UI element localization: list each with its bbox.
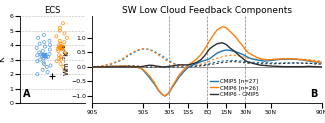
Point [47,44,53,46]
Point [62,51,68,53]
Text: A: A [23,89,30,99]
Point [58,63,63,65]
Legend: CMIP5 [n=27], CMIP6 [n=26], CMIP6 - CMIP5: CMIP5 [n=27], CMIP6 [n=26], CMIP6 - CMIP… [208,77,262,99]
Point [58,46,64,48]
Point [62,70,67,72]
Point [41,34,46,36]
Text: B: B [310,89,317,99]
Point [42,41,47,43]
Point [57,27,62,29]
Point [56,50,61,52]
Point [40,50,46,52]
Point [57,57,62,59]
Point [42,63,47,65]
Point [61,46,66,47]
Point [57,40,62,42]
Point [54,35,59,37]
Point [61,66,66,68]
Point [46,56,51,58]
Point [38,54,43,56]
Point [58,56,63,58]
Point [58,43,63,45]
Point [42,46,47,47]
Point [56,46,61,48]
Point [34,47,39,49]
Title: ECS: ECS [44,6,60,15]
Point [44,56,49,58]
Point [50,75,55,77]
Point [58,59,63,61]
Point [37,43,42,45]
Point [44,66,49,68]
Point [41,57,46,59]
Point [35,73,40,75]
Point [59,48,65,50]
Point [41,54,46,56]
Point [39,55,45,57]
Point [34,54,40,56]
Point [54,60,59,62]
Point [41,62,46,64]
Point [47,40,52,42]
Point [58,47,63,49]
Point [35,60,40,62]
Point [40,69,45,71]
Point [47,53,52,55]
Point [47,48,52,50]
Point [57,30,62,31]
Point [64,37,70,39]
Point [35,37,41,39]
Point [57,44,62,46]
Point [55,48,60,50]
Y-axis label: Wm⁻²K⁻¹: Wm⁻²K⁻¹ [64,44,70,75]
Point [37,51,42,53]
Title: SW Low Cloud Feedback Components: SW Low Cloud Feedback Components [122,6,292,15]
Point [63,53,69,55]
Point [62,32,67,34]
Point [57,54,62,56]
Point [38,59,43,61]
Point [45,71,50,73]
Point [62,41,67,43]
Y-axis label: K: K [0,57,6,62]
Point [60,22,66,24]
Point [48,64,53,66]
